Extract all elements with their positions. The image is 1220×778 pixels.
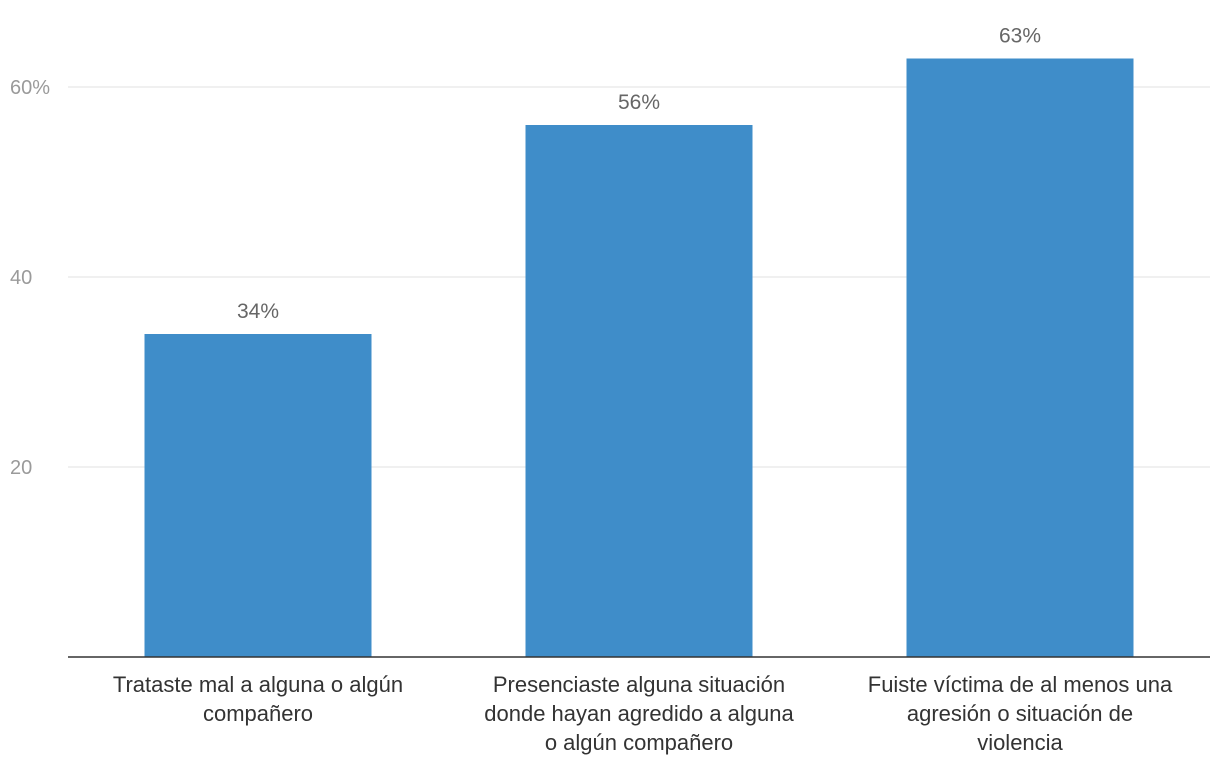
bar <box>144 334 372 657</box>
data-label: 34% <box>237 300 279 323</box>
category-label-line: donde hayan agredido a alguna <box>484 701 794 726</box>
y-tick-label: 60% <box>10 77 50 99</box>
data-label: 63% <box>999 25 1041 48</box>
category-label-line: agresión o situación de <box>907 701 1133 726</box>
category-label-line: Presenciaste alguna situación <box>493 672 785 697</box>
y-tick-label: 20 <box>10 457 32 479</box>
y-tick-label: 40 <box>10 267 32 289</box>
bars <box>144 58 1134 657</box>
category-label-line: compañero <box>203 701 313 726</box>
category-label-line: Trataste mal a alguna o algún <box>113 672 403 697</box>
category-label-line: Fuiste víctima de al menos una <box>868 672 1173 697</box>
category-label: Fuiste víctima de al menos una agresión o… <box>868 672 1173 755</box>
category-label-line: violencia <box>977 730 1063 755</box>
data-labels: 34% 56% 63% <box>237 25 1041 324</box>
y-axis-ticks: 20 40 60% <box>10 77 50 479</box>
category-label: Presenciaste alguna situación donde hayan… <box>484 672 794 755</box>
category-label-line: o algún compañero <box>545 730 733 755</box>
category-label: Trataste mal a alguna o algún compañero <box>113 672 403 726</box>
bar <box>906 58 1134 657</box>
data-label: 56% <box>618 91 660 114</box>
bar <box>525 125 753 657</box>
category-labels: Trataste mal a alguna o algún compañero Pr… <box>113 672 1173 755</box>
